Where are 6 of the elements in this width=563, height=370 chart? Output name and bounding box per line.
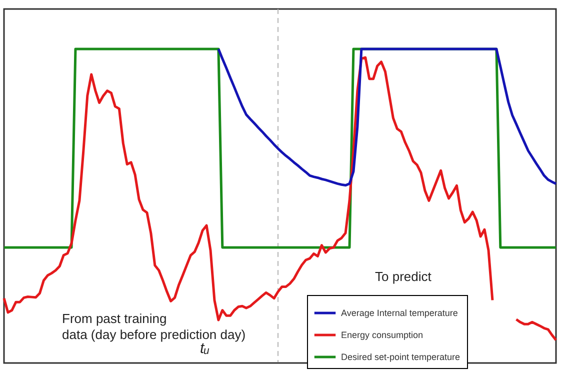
legend-label: Desired set-point temperature — [341, 352, 460, 362]
annotation: To predict — [375, 269, 432, 284]
annotation: tᵤ — [200, 340, 210, 357]
annotation: From past training data (day before prediction day) — [62, 311, 246, 342]
legend-label: Energy consumption — [341, 330, 424, 340]
legend-label: Average Internal temperature — [341, 308, 458, 318]
